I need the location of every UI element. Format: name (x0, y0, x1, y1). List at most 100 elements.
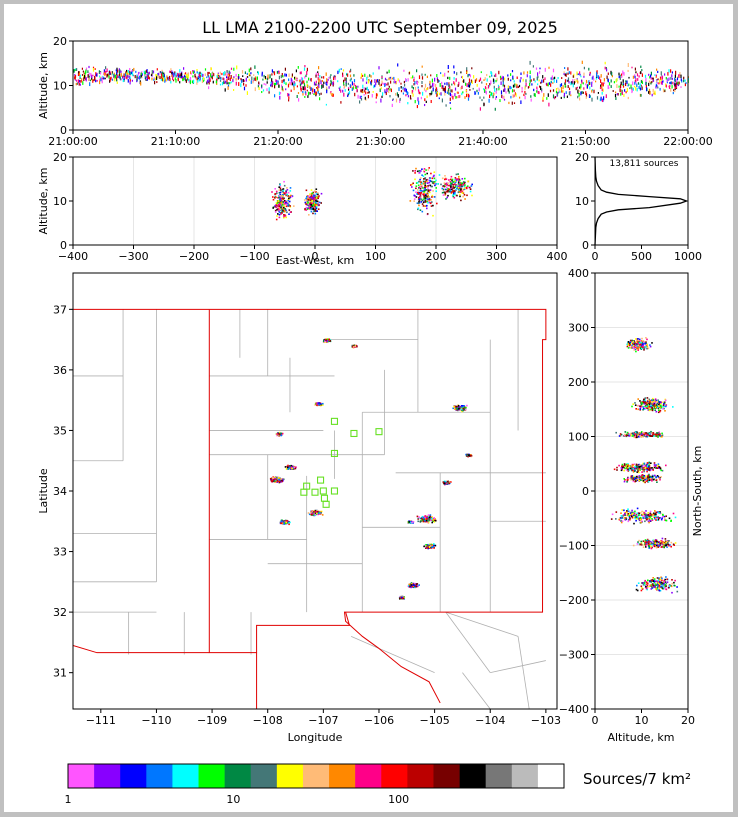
time-height-source (500, 81, 502, 85)
time-height-source (525, 92, 527, 95)
ew-source (429, 189, 432, 191)
county-boundary (351, 635, 435, 674)
ns-source (660, 404, 662, 407)
plan-y-tick-label: 33 (53, 546, 67, 559)
plan-source (428, 516, 431, 519)
time-height-source (347, 73, 349, 77)
ew-source (274, 211, 277, 213)
time-height-source (82, 81, 84, 85)
ew-source (276, 202, 279, 204)
time-height-source (276, 82, 278, 85)
ew-source (419, 178, 421, 181)
time-height-source (208, 71, 210, 74)
time-height-x-tick-label: 21:30:00 (356, 135, 405, 148)
time-height-source (563, 92, 565, 97)
ew-source (457, 184, 459, 186)
ew-source (444, 178, 446, 181)
time-height-source (393, 76, 395, 80)
time-height-source (540, 86, 542, 91)
histogram-x-tick-label: 500 (631, 250, 652, 263)
time-height-source (183, 76, 185, 79)
time-height-source (296, 78, 298, 81)
time-height-source (599, 86, 602, 90)
ew-source (424, 200, 427, 202)
ew-source (282, 198, 284, 200)
time-height-source (370, 75, 372, 78)
time-height-source (353, 82, 355, 86)
time-height-ylabel: Altitude, km (37, 52, 50, 119)
state-border-nm-west (208, 309, 351, 654)
ew-source (423, 189, 425, 192)
time-height-source (306, 80, 308, 84)
time-height-source (317, 86, 319, 91)
time-height-source (474, 79, 476, 83)
time-height-source (229, 71, 231, 74)
time-height-source (381, 95, 383, 98)
plan-source (468, 454, 470, 456)
plan-source (461, 410, 463, 413)
plan-source (426, 547, 429, 549)
time-height-source (600, 96, 602, 101)
ew-source (312, 191, 315, 194)
time-height-source (295, 69, 297, 73)
plan-x-tick-label: −104 (475, 714, 505, 727)
ew-source (433, 196, 436, 198)
time-height-source (534, 80, 536, 83)
time-height-source (315, 80, 317, 84)
time-height-source (448, 87, 450, 92)
ew-source (412, 182, 414, 185)
time-height-source (281, 86, 283, 91)
plan-source (269, 477, 272, 480)
plan-source (424, 518, 427, 520)
time-height-source (493, 74, 496, 77)
plan-source (288, 523, 290, 526)
time-height-source (608, 86, 610, 89)
time-height-source (560, 83, 563, 87)
plan-source (314, 404, 316, 406)
time-height-source (546, 83, 548, 87)
time-height-source (634, 74, 636, 77)
time-height-source (162, 74, 164, 77)
histogram-y-tick-label: 20 (575, 151, 589, 164)
plan-source (329, 339, 332, 341)
time-height-source (288, 73, 290, 77)
time-height-source (315, 72, 317, 77)
time-height-source (94, 68, 96, 70)
plan-source (466, 453, 469, 456)
ew-x-tick-label: 400 (547, 250, 568, 263)
time-height-source (606, 75, 608, 80)
time-height-source (148, 76, 150, 80)
time-height-source (479, 96, 481, 99)
ew-source (462, 181, 465, 183)
time-height-source (416, 105, 418, 109)
ns-source (649, 408, 652, 411)
time-height-source (79, 83, 81, 86)
time-height-source (343, 85, 346, 89)
time-height-source (412, 87, 414, 90)
time-height-source (631, 87, 633, 90)
ew-source (283, 216, 285, 219)
time-height-source (348, 87, 350, 89)
plan-source (313, 511, 315, 513)
time-height-source (670, 69, 672, 73)
time-height-source (579, 86, 581, 89)
time-height-source (102, 75, 104, 78)
time-height-source (466, 83, 468, 88)
plan-source (430, 518, 433, 520)
time-height-source (512, 94, 514, 98)
time-height-source (440, 72, 442, 75)
ew-source (312, 207, 314, 210)
time-height-source (219, 76, 221, 80)
time-height-source (607, 78, 609, 83)
ew-source (452, 195, 455, 198)
time-height-source (581, 91, 583, 94)
ew-source (288, 195, 291, 198)
time-height-source (378, 66, 380, 70)
time-height-source (106, 68, 108, 73)
time-height-source (653, 92, 655, 95)
time-height-source (489, 94, 491, 99)
time-height-source (552, 68, 555, 73)
time-height-source (446, 82, 448, 86)
time-height-source (290, 89, 292, 92)
time-height-source (648, 88, 651, 93)
